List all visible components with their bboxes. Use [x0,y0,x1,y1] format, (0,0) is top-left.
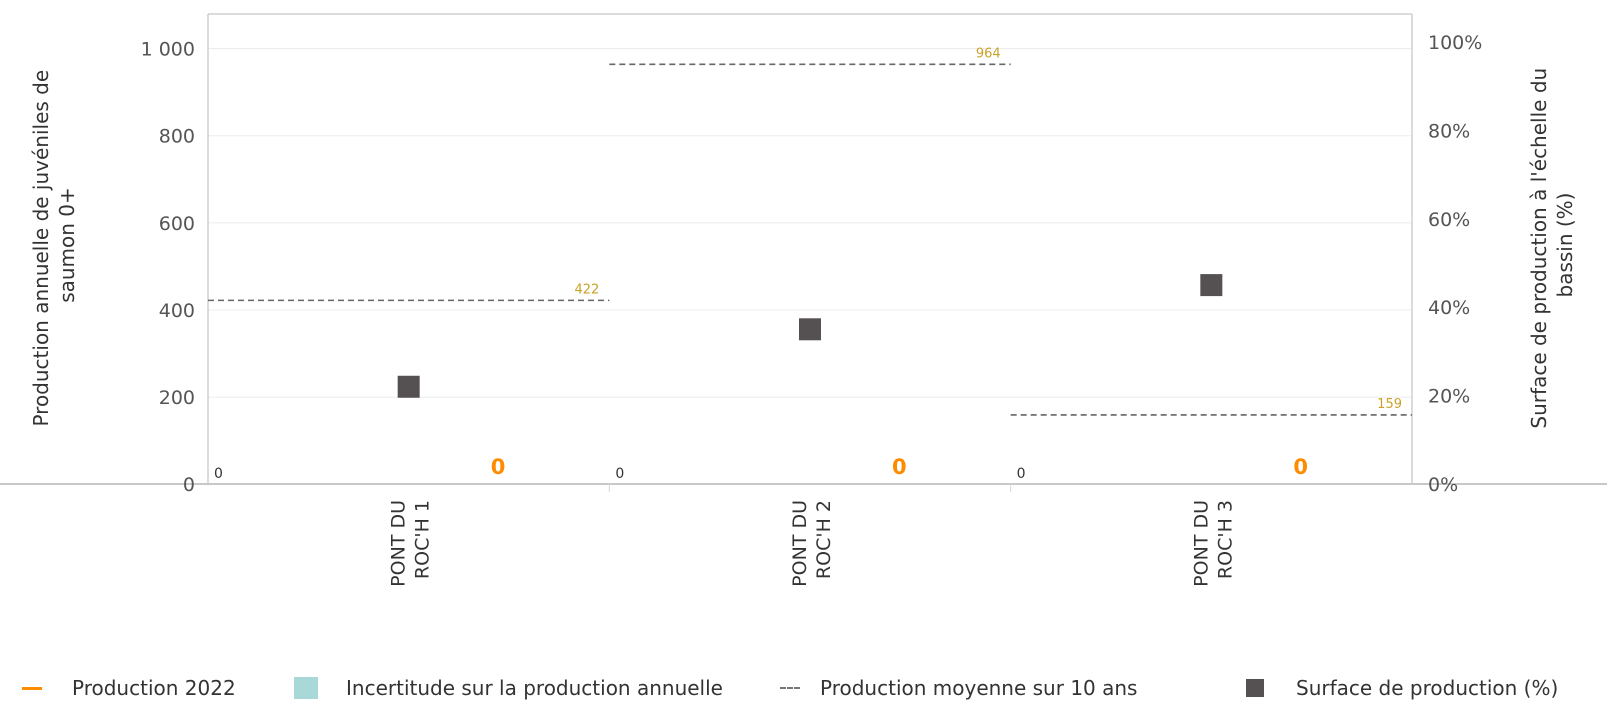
plot-frame [0,13,1607,492]
uncertainty-value-label: 0 [615,466,624,482]
data-marks: 422 0 0 964 0 0 159 0 0 [208,46,1412,482]
surface-marker [397,375,420,398]
legend-item-production-2022: Production 2022 [22,676,236,700]
mean-value-label: 159 [1377,397,1402,412]
legend-square-swatch [1246,679,1264,697]
legend-box-swatch [294,677,318,699]
production-value-label: 0 [491,455,506,479]
y-tick-label: 400 [159,300,195,322]
legend: Production 2022 Incertitude sur la produ… [0,676,1607,704]
uncertainty-value-label: 0 [214,466,223,482]
right-axis-title: Surface de production à l'échelle du bas… [1527,61,1577,428]
y2-tick-label: 80% [1428,120,1470,142]
y-tick-label: 1 000 [141,39,195,61]
legend-item-surface: Surface de production (%) [1246,676,1558,700]
y2-tick-label: 20% [1428,386,1470,408]
mean-value-label: 422 [575,282,600,297]
category-label: PONT DU ROC'H 1 [388,500,434,587]
legend-label: Surface de production (%) [1296,676,1559,700]
category-label-line2: ROC'H 3 [1214,500,1236,579]
legend-label: Incertitude sur la production annuelle [346,676,723,700]
left-axis-title: Production annuelle de juvéniles de saum… [29,63,79,426]
right-axis-ticks: 0% 20% 40% 60% 80% 100% [1428,32,1482,496]
legend-line-swatch [22,686,42,690]
production-value-label: 0 [892,455,907,479]
gridlines [208,48,1412,398]
category-label-line1: PONT DU [388,500,410,587]
chart: 0 200 400 600 800 1 000 0% 20% 40% 60% 80% 100% PO… [0,13,1607,587]
legend-dash-swatch [780,687,800,689]
mean-value-label: 964 [976,46,1001,61]
legend-label: Production moyenne sur 10 ans [820,676,1138,700]
category-label: PONT DU ROC'H 3 [1190,500,1236,587]
legend-item-incertitude: Incertitude sur la production annuelle [294,676,723,700]
left-axis-ticks: 0 200 400 600 800 1 000 [141,39,195,497]
y2-tick-label: 40% [1428,297,1470,319]
legend-item-moyenne: Production moyenne sur 10 ans [780,676,1137,700]
y-tick-label: 0 [183,474,195,496]
y-tick-label: 600 [159,213,195,235]
uncertainty-value-label: 0 [1017,466,1026,482]
surface-marker [799,318,821,341]
y2-tick-label: 0% [1428,474,1458,496]
category-label-line2: ROC'H 2 [813,500,835,579]
surface-marker [1200,274,1223,297]
category-label-line1: PONT DU [1190,500,1212,587]
category-label: PONT DU ROC'H 2 [789,500,835,587]
y2-tick-label: 60% [1428,209,1470,231]
y-tick-label: 200 [159,387,195,409]
production-value-label: 0 [1293,455,1308,479]
category-label-line2: ROC'H 1 [412,500,434,579]
y2-tick-label: 100% [1428,32,1482,54]
legend-label: Production 2022 [72,676,236,700]
category-labels: PONT DU ROC'H 1 PONT DU ROC'H 2 PONT DU ROC'H… [388,500,1237,587]
y-tick-label: 800 [159,126,195,148]
category-label-line1: PONT DU [789,500,811,587]
